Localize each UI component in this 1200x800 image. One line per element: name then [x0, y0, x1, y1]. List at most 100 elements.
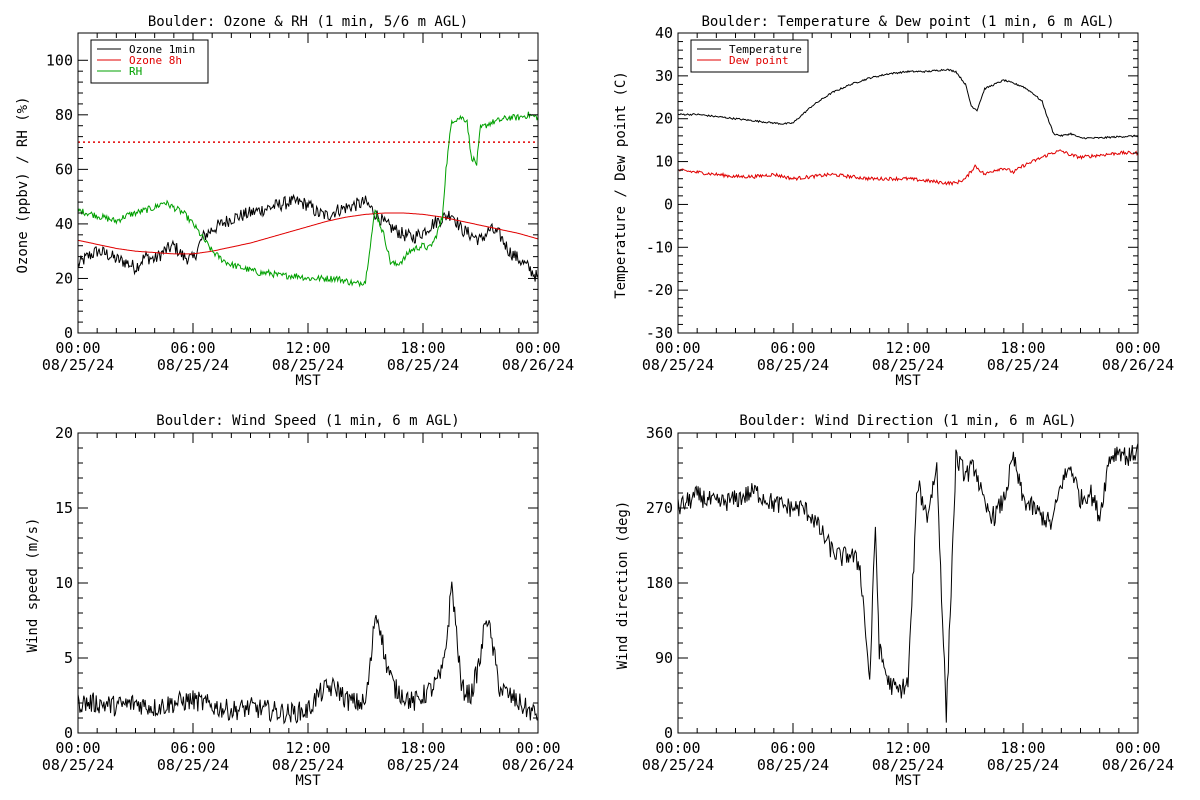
x-tick-label: 06:00 [770, 739, 815, 757]
y-axis-label: Ozone (ppbv) / RH (%) [15, 96, 31, 273]
series-line-0 [78, 581, 538, 725]
x-tick-date-label: 08/25/24 [987, 756, 1059, 774]
y-tick-label: 20 [655, 110, 673, 128]
chart-wind-direction: Boulder: Wind Direction (1 min, 6 m AGL)… [615, 413, 1174, 789]
chart-title: Boulder: Ozone & RH (1 min, 5/6 m AGL) [148, 14, 468, 30]
legend-entry: Ozone 1min [129, 43, 195, 56]
legend-entry: RH [129, 65, 142, 78]
chart-title: Boulder: Temperature & Dew point (1 min,… [701, 14, 1114, 30]
x-tick-date-label: 08/26/24 [502, 356, 574, 374]
x-tick-label: 00:00 [55, 739, 100, 757]
series-line-ozone-8h [78, 212, 538, 255]
x-tick-label: 06:00 [170, 739, 215, 757]
y-axis-label: Temperature / Dew point (C) [613, 71, 629, 299]
x-tick-date-label: 08/25/24 [272, 356, 344, 374]
y-tick-label: 100 [46, 51, 73, 69]
series-line-dew-point [678, 149, 1138, 186]
y-tick-label: 270 [646, 499, 673, 517]
x-tick-date-label: 08/25/24 [872, 356, 944, 374]
y-tick-label: 0 [664, 195, 673, 213]
series-line-0 [678, 443, 1138, 723]
x-tick-label: 00:00 [1115, 339, 1160, 357]
x-tick-date-label: 08/25/24 [757, 356, 829, 374]
plot-frame [677, 432, 1139, 734]
x-tick-label: 12:00 [285, 339, 330, 357]
plot-frame [677, 32, 1139, 334]
y-tick-label: 5 [64, 649, 73, 667]
x-tick-label: 18:00 [1000, 339, 1045, 357]
y-tick-label: 80 [55, 106, 73, 124]
x-tick-date-label: 08/26/24 [502, 756, 574, 774]
y-tick-label: -30 [646, 324, 673, 342]
y-tick-label: 15 [55, 499, 73, 517]
plot-frame [77, 32, 539, 334]
x-tick-date-label: 08/25/24 [157, 756, 229, 774]
x-tick-date-label: 08/25/24 [757, 756, 829, 774]
x-tick-label: 00:00 [1115, 739, 1160, 757]
y-tick-label: 40 [55, 215, 73, 233]
x-tick-date-label: 08/25/24 [872, 756, 944, 774]
x-tick-label: 12:00 [885, 339, 930, 357]
chart-title: Boulder: Wind Speed (1 min, 6 m AGL) [156, 413, 459, 429]
y-tick-label: 0 [64, 324, 73, 342]
series-line-temperature [678, 68, 1138, 140]
x-tick-label: 00:00 [655, 339, 700, 357]
y-tick-label: 40 [655, 24, 673, 42]
legend-box [90, 39, 209, 84]
x-axis-label: MST [895, 773, 921, 789]
plot-frame [77, 432, 539, 734]
y-tick-label: -10 [646, 238, 673, 256]
x-tick-label: 00:00 [55, 339, 100, 357]
y-tick-label: -20 [646, 281, 673, 299]
y-tick-label: 10 [655, 153, 673, 171]
x-axis-label: MST [295, 373, 321, 389]
legend-entry: Ozone 8h [129, 54, 182, 67]
x-tick-label: 18:00 [400, 739, 445, 757]
x-tick-date-label: 08/25/24 [272, 756, 344, 774]
x-tick-label: 12:00 [285, 739, 330, 757]
x-tick-date-label: 08/25/24 [642, 356, 714, 374]
series-line-rh [78, 111, 538, 288]
chart-ozone-rh: Boulder: Ozone & RH (1 min, 5/6 m AGL) O… [15, 14, 574, 389]
y-tick-label: 0 [664, 724, 673, 742]
chart-title: Boulder: Wind Direction (1 min, 6 m AGL) [739, 413, 1076, 429]
x-tick-date-label: 08/25/24 [387, 356, 459, 374]
y-tick-label: 20 [55, 424, 73, 442]
x-tick-label: 00:00 [655, 739, 700, 757]
x-tick-label: 18:00 [1000, 739, 1045, 757]
x-tick-date-label: 08/25/24 [42, 356, 114, 374]
y-axis-label: Wind speed (m/s) [25, 518, 41, 653]
y-axis-label: Wind direction (deg) [615, 501, 631, 670]
legend-box [690, 39, 809, 73]
series-line-ozone-1min [78, 193, 538, 282]
x-tick-date-label: 08/26/24 [1102, 756, 1174, 774]
y-tick-label: 180 [646, 574, 673, 592]
chart-wind-speed: Boulder: Wind Speed (1 min, 6 m AGL) Win… [25, 413, 574, 789]
x-axis-label: MST [895, 373, 921, 389]
x-tick-label: 00:00 [515, 739, 560, 757]
y-tick-label: 10 [55, 574, 73, 592]
x-tick-label: 12:00 [885, 739, 930, 757]
y-tick-label: 90 [655, 649, 673, 667]
x-tick-label: 18:00 [400, 339, 445, 357]
y-tick-label: 20 [55, 269, 73, 287]
x-tick-date-label: 08/25/24 [987, 356, 1059, 374]
legend-entry: Temperature [729, 43, 802, 56]
x-tick-date-label: 08/26/24 [1102, 356, 1174, 374]
x-tick-label: 00:00 [515, 339, 560, 357]
x-axis-label: MST [295, 773, 321, 789]
x-tick-date-label: 08/25/24 [157, 356, 229, 374]
y-tick-label: 30 [655, 67, 673, 85]
y-tick-label: 0 [64, 724, 73, 742]
x-tick-date-label: 08/25/24 [387, 756, 459, 774]
x-tick-label: 06:00 [770, 339, 815, 357]
x-tick-date-label: 08/25/24 [42, 756, 114, 774]
x-tick-label: 06:00 [170, 339, 215, 357]
x-tick-date-label: 08/25/24 [642, 756, 714, 774]
legend-entry: Dew point [729, 54, 789, 67]
y-tick-label: 60 [55, 160, 73, 178]
y-tick-label: 360 [646, 424, 673, 442]
